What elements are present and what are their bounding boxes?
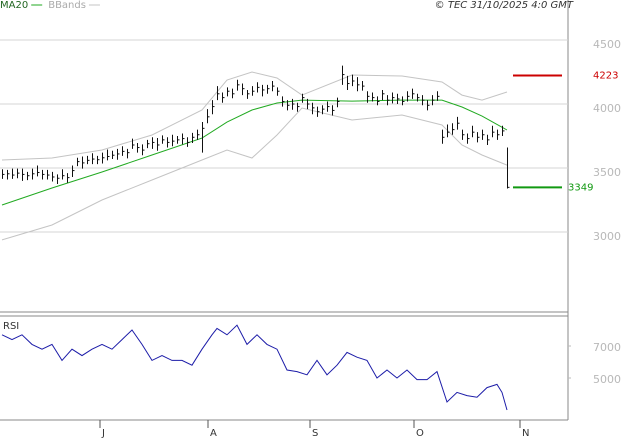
y-tick-label: 7000 [593,341,621,354]
y-tick-label: 3500 [593,166,621,179]
x-tick-label: A [210,428,217,439]
x-tick-label: O [416,428,424,439]
rsi-line [1,324,508,411]
legend-label: BBands [48,0,86,11]
band-lower [1,107,508,241]
x-tick-label: S [312,428,318,439]
band-upper [1,71,508,161]
y-tick-label: 5000 [593,373,621,386]
price-marker-label: 4223 [593,70,618,81]
legend-label: MA20 [0,0,28,11]
chart-title: © TEC 31/10/2025 4:0 GMT [435,0,574,11]
y-tick-label: 4000 [593,102,621,115]
rsi-label: RSI [3,321,19,332]
y-tick-label: 3000 [593,230,621,243]
ma-line [1,99,508,206]
x-tick-label: J [101,428,105,439]
price-marker-label: 3349 [568,182,593,193]
y-tick-label: 4500 [593,38,621,51]
x-tick-label: N [522,428,529,439]
